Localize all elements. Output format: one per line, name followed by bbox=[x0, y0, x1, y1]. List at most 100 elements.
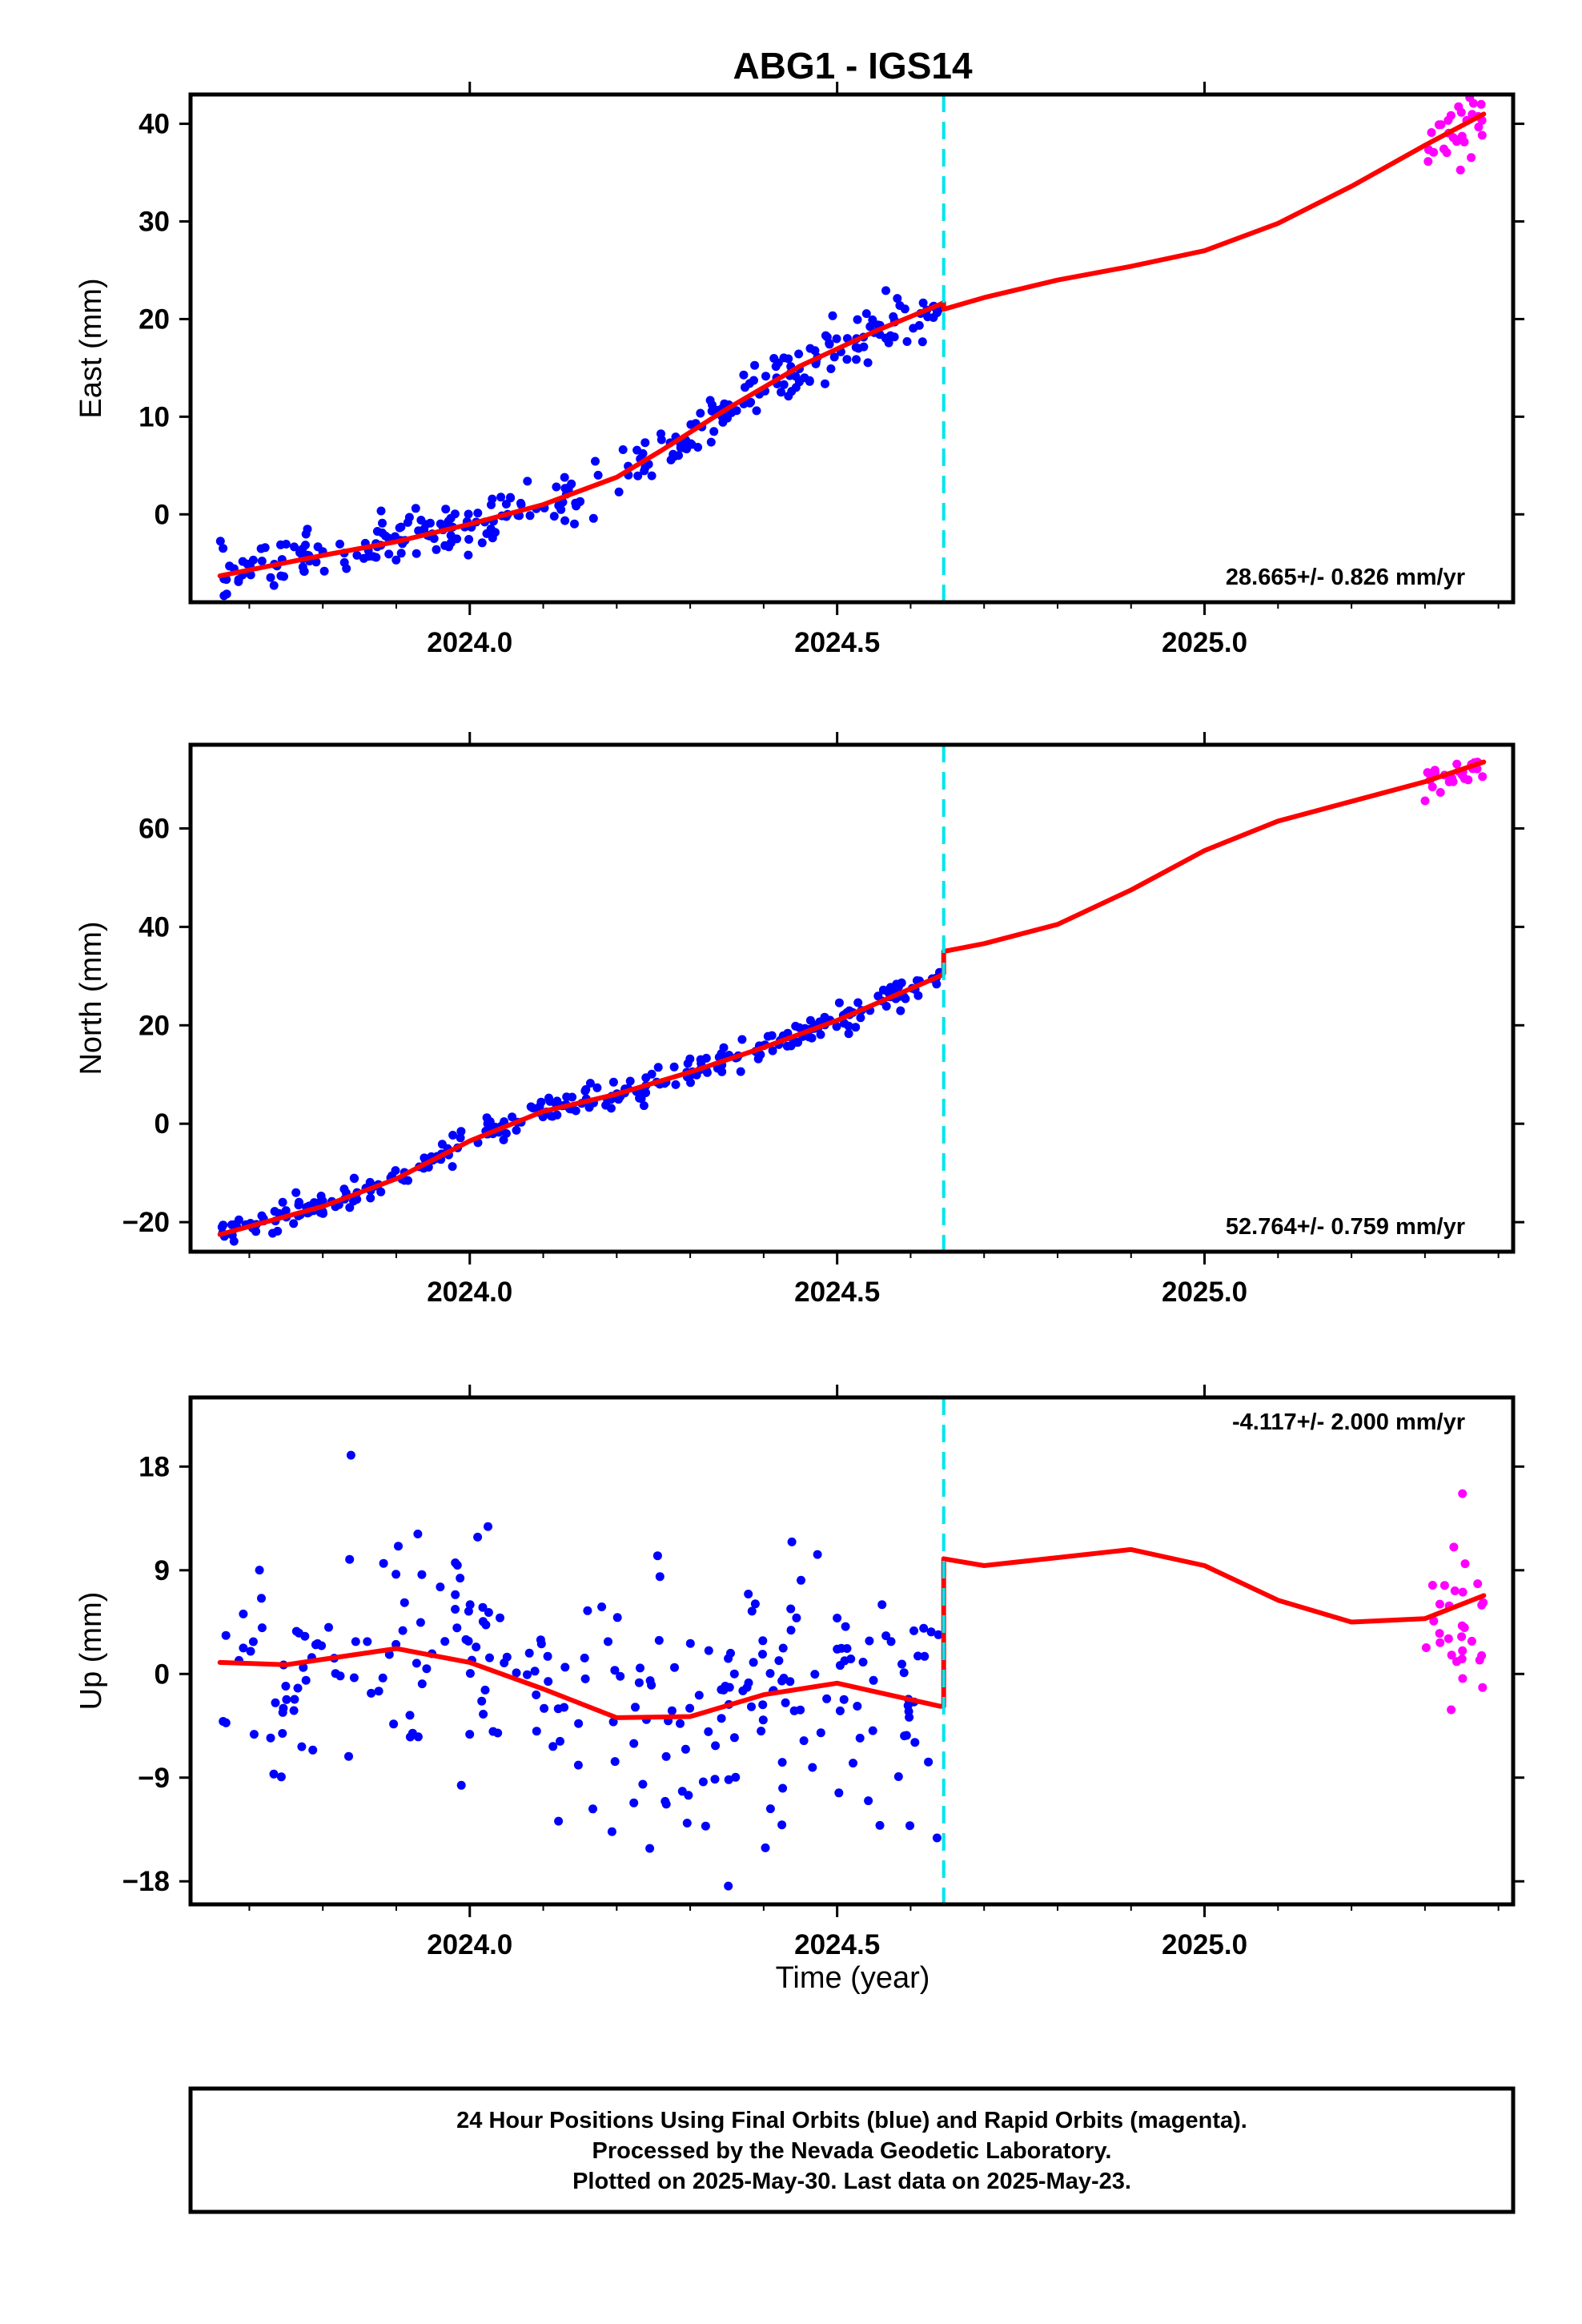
velocity-rate-label: -4.117+/- 2.000 mm/yr bbox=[1232, 1409, 1465, 1435]
final-orbit-point bbox=[298, 545, 307, 554]
rapid-orbit-point bbox=[1447, 1705, 1456, 1715]
final-orbit-point bbox=[934, 1630, 943, 1639]
rapid-orbit-point bbox=[1468, 99, 1478, 108]
x-tick-label: 2024.5 bbox=[794, 1929, 880, 1960]
final-orbit-point bbox=[301, 1675, 311, 1685]
final-orbit-point bbox=[344, 1751, 353, 1761]
final-orbit-point bbox=[632, 445, 642, 455]
final-orbit-point bbox=[724, 1881, 733, 1891]
final-orbit-point bbox=[784, 354, 793, 364]
final-orbit-point bbox=[829, 352, 839, 362]
rapid-orbit-point bbox=[1435, 1599, 1444, 1609]
final-orbit-point bbox=[614, 487, 624, 497]
model-curve bbox=[217, 111, 1487, 579]
final-orbit-point bbox=[290, 1695, 299, 1704]
final-orbit-point bbox=[308, 1745, 318, 1755]
rapid-orbit-point bbox=[1448, 777, 1458, 786]
rapid-orbit-point bbox=[1447, 1651, 1456, 1660]
final-orbit-point bbox=[791, 1021, 801, 1031]
final-orbit-point bbox=[545, 1096, 555, 1106]
final-orbit-point bbox=[810, 346, 820, 356]
final-orbit-point bbox=[345, 1554, 355, 1564]
final-orbit-point bbox=[889, 332, 899, 342]
final-orbit-point bbox=[786, 1604, 796, 1614]
final-orbit-point bbox=[893, 1772, 903, 1781]
final-orbit-point bbox=[219, 1717, 228, 1726]
final-orbit-point bbox=[221, 1630, 231, 1640]
final-orbit-point bbox=[349, 1196, 358, 1206]
final-orbit-point bbox=[413, 1530, 423, 1538]
final-orbit-point bbox=[591, 456, 600, 466]
final-orbit-point bbox=[583, 1606, 592, 1615]
panel-frame bbox=[188, 92, 1516, 605]
final-orbit-point bbox=[726, 1648, 735, 1658]
final-orbit-point bbox=[271, 1698, 280, 1707]
final-orbit-point bbox=[652, 1551, 662, 1561]
footer-line-dates: Plotted on 2025-May-30. Last data on 202… bbox=[572, 2169, 1131, 2194]
y-tick-label: −9 bbox=[138, 1763, 170, 1794]
final-orbit-point bbox=[758, 1636, 768, 1646]
final-orbit-point bbox=[573, 1760, 583, 1770]
final-orbit-point bbox=[478, 1617, 488, 1626]
rapid-orbit-point bbox=[1477, 1600, 1487, 1610]
final-orbit-point bbox=[389, 1719, 399, 1729]
final-orbit-point bbox=[865, 1636, 874, 1646]
final-orbit-point bbox=[276, 1772, 286, 1782]
final-orbit-point bbox=[472, 1642, 481, 1652]
final-orbit-point bbox=[239, 1643, 248, 1653]
final-orbit-point bbox=[784, 392, 793, 401]
x-tick-label: 2025.0 bbox=[1162, 627, 1247, 658]
final-orbit-point bbox=[219, 1220, 228, 1230]
final-orbit-point bbox=[799, 1736, 809, 1746]
chart-title: ABG1 - IGS14 bbox=[733, 45, 973, 86]
final-orbit-point bbox=[796, 1705, 805, 1715]
final-orbit-point bbox=[771, 362, 781, 372]
final-orbit-point bbox=[779, 380, 789, 389]
final-orbit-point bbox=[346, 1450, 355, 1460]
panel-up: −18 −9 0 9 18 2024.0 2024.5 2025.0 Up (mm) -4.117… bbox=[74, 1385, 1524, 1960]
rapid-orbit-point bbox=[1460, 774, 1469, 783]
final-orbit-point bbox=[750, 360, 760, 370]
final-orbit-point bbox=[299, 1663, 308, 1672]
final-orbit-point bbox=[785, 1677, 795, 1687]
final-orbit-point bbox=[479, 1710, 488, 1719]
final-orbit-point bbox=[317, 1641, 327, 1651]
final-orbit-point bbox=[414, 526, 424, 536]
final-orbit-point bbox=[324, 1622, 333, 1632]
rapid-orbit-point bbox=[1452, 1657, 1461, 1667]
model-curve bbox=[217, 759, 1487, 1237]
final-orbit-point bbox=[268, 1228, 277, 1238]
final-orbit-point bbox=[739, 370, 749, 380]
final-orbit-point bbox=[826, 364, 836, 373]
final-orbit-point bbox=[717, 1685, 726, 1695]
final-orbit-point bbox=[604, 1637, 612, 1647]
final-orbit-point bbox=[456, 1574, 465, 1583]
final-orbit-point bbox=[752, 406, 761, 416]
final-orbit-point bbox=[530, 1667, 540, 1676]
final-orbit-point bbox=[436, 1582, 445, 1592]
final-orbit-point bbox=[597, 1602, 607, 1611]
final-orbit-point bbox=[797, 1575, 805, 1585]
final-orbit-point bbox=[647, 471, 656, 480]
y-tick-label: 40 bbox=[139, 109, 170, 140]
final-orbit-point bbox=[676, 1719, 685, 1728]
final-orbit-point bbox=[683, 1059, 693, 1068]
final-orbit-point bbox=[777, 1758, 787, 1767]
rapid-orbit-point bbox=[1420, 796, 1430, 806]
final-orbit-point bbox=[932, 979, 942, 989]
final-orbit-point bbox=[496, 493, 506, 502]
final-orbit-point bbox=[905, 1821, 914, 1831]
final-orbit-point bbox=[451, 1558, 460, 1567]
velocity-rate-label: 28.665+/- 0.826 mm/yr bbox=[1226, 565, 1465, 590]
final-orbit-point bbox=[732, 406, 741, 416]
final-orbit-point bbox=[920, 1651, 930, 1661]
rapid-orbit-point bbox=[1458, 1646, 1468, 1655]
final-orbit-point bbox=[655, 1572, 665, 1582]
final-orbit-point bbox=[680, 443, 689, 452]
final-orbit-point bbox=[834, 998, 844, 1007]
final-orbit-point bbox=[456, 1780, 466, 1790]
final-orbit-point bbox=[536, 1097, 546, 1107]
final-orbit-point bbox=[761, 1843, 770, 1852]
final-orbit-point bbox=[640, 438, 650, 448]
rapid-orbit-point bbox=[1477, 131, 1487, 140]
